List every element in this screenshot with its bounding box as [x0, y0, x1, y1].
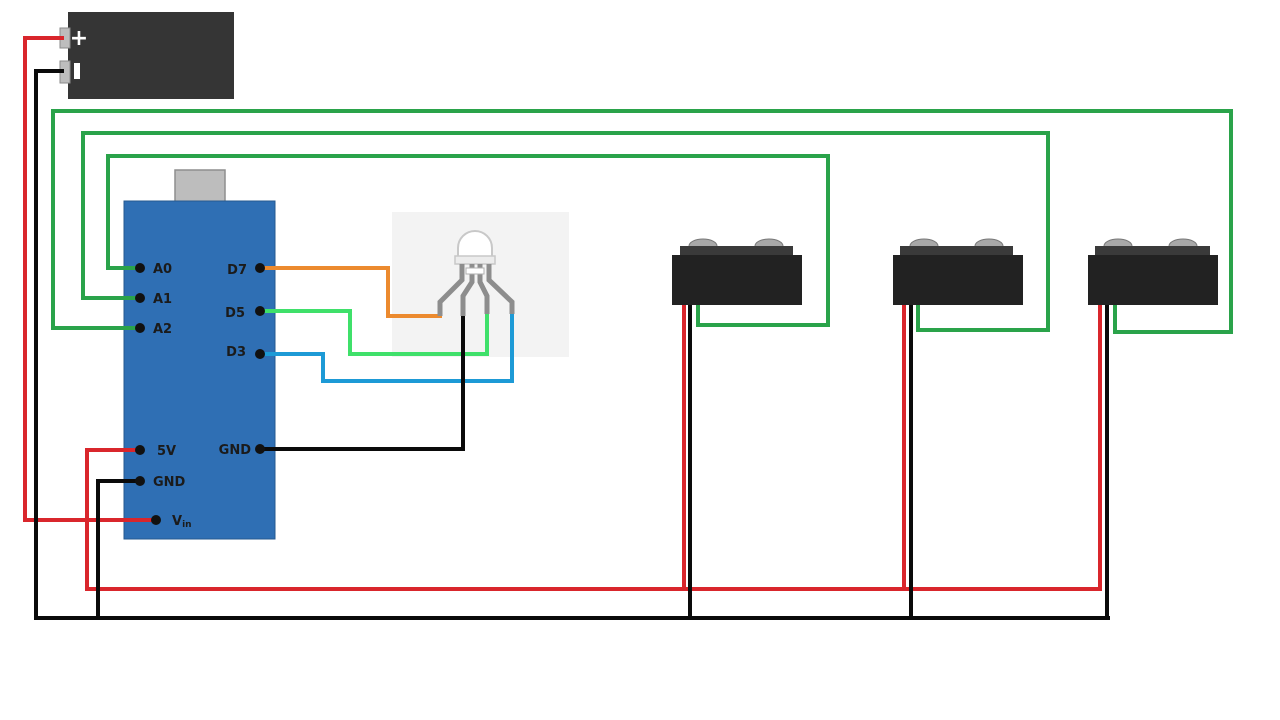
wire-gnd-right-led-common	[258, 312, 465, 451]
wire-d3-led-blue	[258, 310, 514, 383]
board-pins	[135, 263, 265, 525]
label-5v: 5V	[157, 444, 176, 459]
label-gnd-right: GND	[219, 443, 252, 458]
pin-d3	[255, 349, 265, 359]
board-body	[123, 200, 276, 540]
ir-sensor-icon	[672, 238, 802, 305]
label-a0: A0	[153, 262, 172, 277]
sensor3-top	[1095, 246, 1210, 256]
rgb-led-icon	[437, 230, 515, 316]
wire-d7-led-red	[258, 266, 442, 318]
wire-battery-positive-vin	[23, 36, 158, 522]
label-a1: A1	[153, 292, 172, 307]
wire-sensor1-a0	[106, 154, 830, 327]
label-vin: Vin	[172, 514, 192, 530]
led-leg-blue	[486, 264, 515, 314]
battery-minus-bar	[74, 63, 80, 79]
label-a2: A2	[153, 322, 172, 337]
battery-plus-label: +	[70, 26, 88, 51]
led-dome	[457, 230, 493, 259]
battery: +	[59, 12, 234, 99]
wire-5v-power-bus	[85, 448, 1102, 591]
ir-sensor-icon	[1088, 238, 1218, 305]
sensor2-body	[893, 255, 1023, 305]
wire-sensor2-a1	[81, 131, 1050, 332]
label-vin-sub: in	[182, 520, 192, 530]
pin-d5	[255, 306, 265, 316]
pin-a1	[135, 293, 145, 303]
sensor1-body	[672, 255, 802, 305]
led-rim	[454, 255, 496, 265]
sensor2-top	[900, 246, 1013, 256]
ir-sensor-icon	[893, 238, 1023, 305]
pin-5v	[135, 445, 145, 455]
label-vin-main: V	[172, 514, 182, 529]
arduino-board	[123, 169, 276, 540]
led-leg-red	[437, 264, 465, 316]
label-d7: D7	[227, 263, 247, 278]
pin-labels: A0 A1 A2 D7 D5 D3 5V GND GND Vin	[153, 262, 251, 530]
pin-a2	[135, 323, 145, 333]
wire-gnd-left-ground-bus	[96, 479, 142, 620]
pin-gnd-right	[255, 444, 265, 454]
led-leg-spacer	[465, 267, 485, 275]
wire-sensor3-a2	[51, 109, 1233, 334]
pin-vin	[151, 515, 161, 525]
pin-d7	[255, 263, 265, 273]
pin-gnd-left	[135, 476, 145, 486]
sensor1-top	[680, 246, 793, 256]
wire-d5-led-green	[258, 309, 489, 356]
wires	[23, 36, 1233, 620]
label-gnd-left: GND	[153, 475, 186, 490]
battery-body	[68, 12, 234, 99]
pin-a0	[135, 263, 145, 273]
label-d5: D5	[225, 306, 245, 321]
label-d3: D3	[226, 345, 246, 360]
sensor3-body	[1088, 255, 1218, 305]
wire-battery-negative-ground-bus	[34, 69, 1110, 620]
